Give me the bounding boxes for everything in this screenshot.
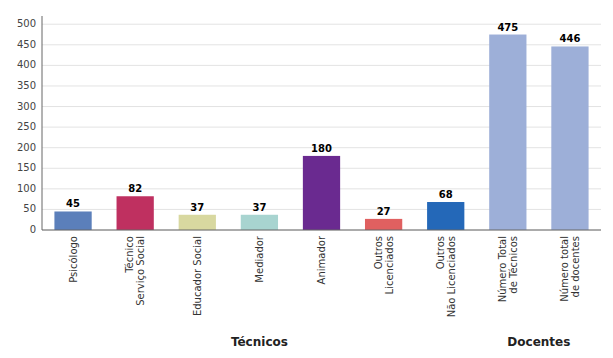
- x-tick-label: OutrosLicenciados: [373, 236, 395, 294]
- y-tick-label: 300: [17, 101, 36, 112]
- y-tick-label: 350: [17, 80, 36, 91]
- y-tick-label: 150: [17, 162, 36, 173]
- bar: [54, 211, 91, 230]
- data-label: 37: [190, 202, 204, 213]
- data-label: 37: [252, 202, 266, 213]
- bar: [117, 196, 154, 230]
- y-tick-label: 450: [17, 39, 36, 50]
- x-tick-label: TécnicoServiço Social: [124, 236, 146, 306]
- x-tick-label: OutrosNão Licenciados: [435, 236, 457, 317]
- bar: [303, 156, 340, 230]
- bar: [489, 35, 526, 230]
- y-tick-label: 400: [17, 59, 36, 70]
- chart: 0 50 100 150 200 250 300 350 400 450 500 45 82 37 37 18…: [0, 0, 613, 358]
- y-tick-label: 500: [17, 18, 36, 29]
- group-label: Técnicos: [231, 335, 288, 349]
- y-tick-label: 250: [17, 121, 36, 132]
- y-tick-label: 0: [30, 224, 36, 235]
- bar: [365, 219, 402, 230]
- bar: [551, 46, 588, 230]
- data-label: 45: [66, 198, 80, 209]
- y-tick-label: 100: [17, 183, 36, 194]
- x-tick-label: Animador: [316, 235, 327, 284]
- x-tick-label: Psicólogo: [68, 236, 79, 283]
- x-tick-label: Mediador: [254, 235, 265, 283]
- y-tick-label: 50: [23, 203, 36, 214]
- bar: [179, 215, 216, 230]
- bar: [241, 215, 278, 230]
- y-axis: [42, 16, 43, 230]
- data-label: 68: [439, 189, 453, 200]
- data-label: 180: [311, 143, 332, 154]
- grid-line: [42, 230, 601, 231]
- group-label: Docentes: [507, 335, 570, 349]
- x-tick-label: Número Totalde Técnicos: [497, 236, 519, 302]
- bar: [427, 202, 464, 230]
- grid: [42, 24, 601, 230]
- data-label: 27: [377, 206, 391, 217]
- y-tick-label: 200: [17, 142, 36, 153]
- x-tick-label: Educador Social: [192, 236, 203, 316]
- bars: [54, 35, 588, 230]
- x-axis: [42, 230, 601, 231]
- data-label: 82: [128, 183, 142, 194]
- data-label: 475: [497, 22, 518, 33]
- data-label: 446: [560, 33, 581, 44]
- x-tick-label: Número totalde docentes: [559, 236, 581, 302]
